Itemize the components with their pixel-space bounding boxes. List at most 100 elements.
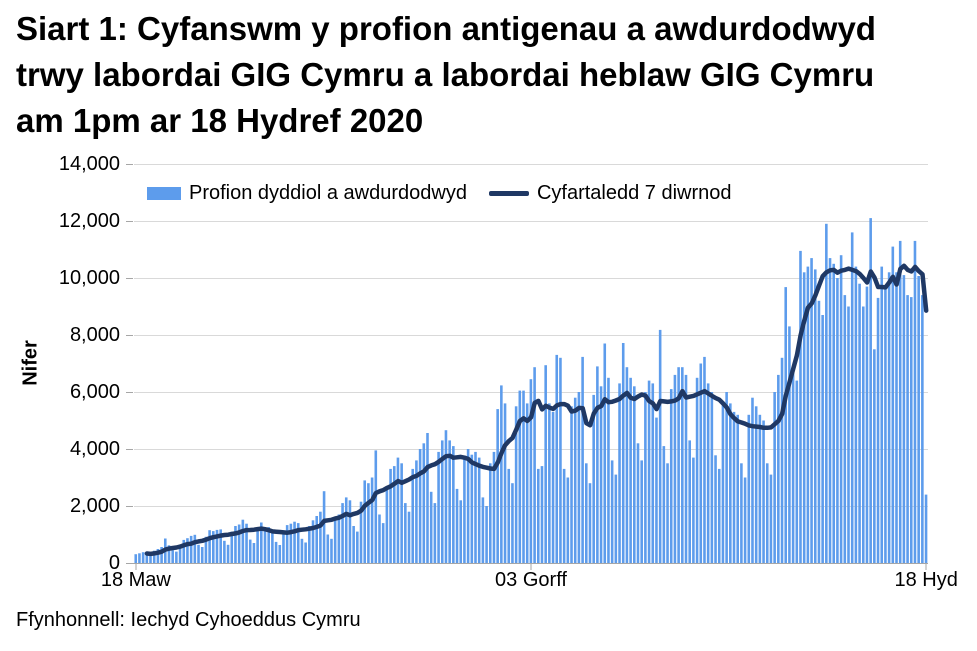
bar bbox=[618, 383, 621, 563]
bar bbox=[245, 523, 248, 563]
bar bbox=[777, 374, 780, 563]
bar bbox=[765, 463, 769, 564]
bar bbox=[186, 538, 189, 563]
bar bbox=[492, 451, 496, 563]
bar bbox=[699, 363, 703, 563]
bar bbox=[315, 516, 318, 563]
bar bbox=[374, 450, 378, 563]
bar bbox=[141, 552, 145, 563]
bar bbox=[658, 329, 662, 563]
bar bbox=[503, 403, 507, 563]
bar bbox=[536, 468, 540, 563]
bar bbox=[385, 486, 389, 563]
bar bbox=[134, 554, 138, 563]
bar bbox=[319, 511, 322, 563]
bar bbox=[293, 521, 296, 563]
bar bbox=[570, 406, 573, 564]
y-tick-label: 10,000 bbox=[58, 267, 120, 289]
bar bbox=[322, 491, 326, 563]
bar bbox=[906, 295, 909, 563]
bar bbox=[784, 287, 788, 563]
bar bbox=[149, 555, 152, 563]
bar bbox=[887, 272, 891, 563]
bar bbox=[466, 449, 470, 563]
bar bbox=[237, 524, 241, 563]
bar bbox=[588, 483, 592, 563]
bar bbox=[426, 433, 429, 563]
bar bbox=[193, 534, 197, 563]
bar bbox=[825, 223, 828, 564]
bar bbox=[533, 367, 536, 563]
bar bbox=[522, 390, 525, 563]
bar bbox=[481, 497, 485, 563]
bar bbox=[496, 409, 499, 563]
bar bbox=[629, 377, 632, 564]
bar bbox=[839, 255, 843, 563]
bar bbox=[640, 460, 643, 563]
bar bbox=[285, 525, 289, 563]
bar bbox=[422, 443, 426, 563]
bar bbox=[802, 272, 806, 563]
bar bbox=[437, 451, 440, 563]
bar bbox=[348, 500, 352, 563]
bar bbox=[736, 414, 739, 563]
bar bbox=[308, 526, 311, 563]
bar bbox=[370, 477, 374, 563]
chart-title-line-2: trwy labordai GIG Cymru a labordai hebla… bbox=[16, 56, 875, 93]
bar bbox=[913, 240, 917, 563]
bar bbox=[223, 540, 226, 563]
bar bbox=[780, 357, 784, 563]
bar bbox=[898, 240, 902, 563]
bar bbox=[651, 383, 655, 563]
x-tick-label: 18 Hyd bbox=[894, 569, 958, 591]
bar bbox=[152, 550, 156, 563]
bar bbox=[610, 460, 614, 563]
bar bbox=[175, 551, 178, 563]
bar bbox=[474, 451, 477, 563]
bar bbox=[260, 522, 263, 563]
bar bbox=[732, 411, 736, 563]
bar bbox=[799, 250, 802, 563]
bar bbox=[717, 468, 721, 563]
bar bbox=[404, 503, 407, 563]
bar bbox=[525, 403, 529, 563]
y-tick-label: 8,000 bbox=[69, 324, 120, 346]
bar bbox=[832, 263, 836, 564]
bar bbox=[743, 477, 747, 563]
bar bbox=[215, 529, 219, 563]
bar bbox=[230, 531, 234, 563]
bar bbox=[138, 553, 141, 563]
bar bbox=[415, 460, 418, 563]
bar bbox=[548, 403, 551, 563]
bar bbox=[633, 386, 636, 563]
bar bbox=[452, 446, 455, 563]
bar bbox=[592, 394, 595, 563]
bar bbox=[706, 383, 710, 563]
chart-title-line-1: Siart 1: Cyfanswm y profion antigenau a … bbox=[16, 10, 876, 47]
x-tick-label: 03 Gorff bbox=[495, 569, 567, 591]
line-series-swatch-icon bbox=[488, 191, 529, 196]
bar bbox=[514, 406, 518, 564]
bar bbox=[455, 488, 459, 563]
bar bbox=[847, 306, 850, 563]
bar-series-swatch-icon bbox=[147, 187, 181, 200]
bar bbox=[248, 539, 252, 563]
bar bbox=[219, 529, 222, 563]
seven-day-average-line bbox=[144, 263, 929, 557]
bar bbox=[810, 258, 813, 563]
chart-title: Siart 1: Cyfanswm y profion antigenau a … bbox=[16, 6, 966, 144]
bar bbox=[278, 545, 282, 563]
bar bbox=[488, 463, 492, 564]
y-tick-label: 2,000 bbox=[69, 495, 120, 517]
bar bbox=[895, 272, 898, 563]
chart-title-line-3: am 1pm ar 18 Hydref 2020 bbox=[16, 102, 424, 139]
bars-group bbox=[134, 218, 928, 564]
bar bbox=[566, 477, 570, 563]
bar bbox=[695, 377, 699, 564]
bar bbox=[274, 541, 278, 563]
bar bbox=[378, 514, 381, 563]
bar bbox=[507, 468, 511, 563]
y-tick-label: 0 bbox=[108, 552, 120, 574]
bar-series-legend-label: Profion dyddiol a awdurdodwyd bbox=[189, 182, 467, 204]
